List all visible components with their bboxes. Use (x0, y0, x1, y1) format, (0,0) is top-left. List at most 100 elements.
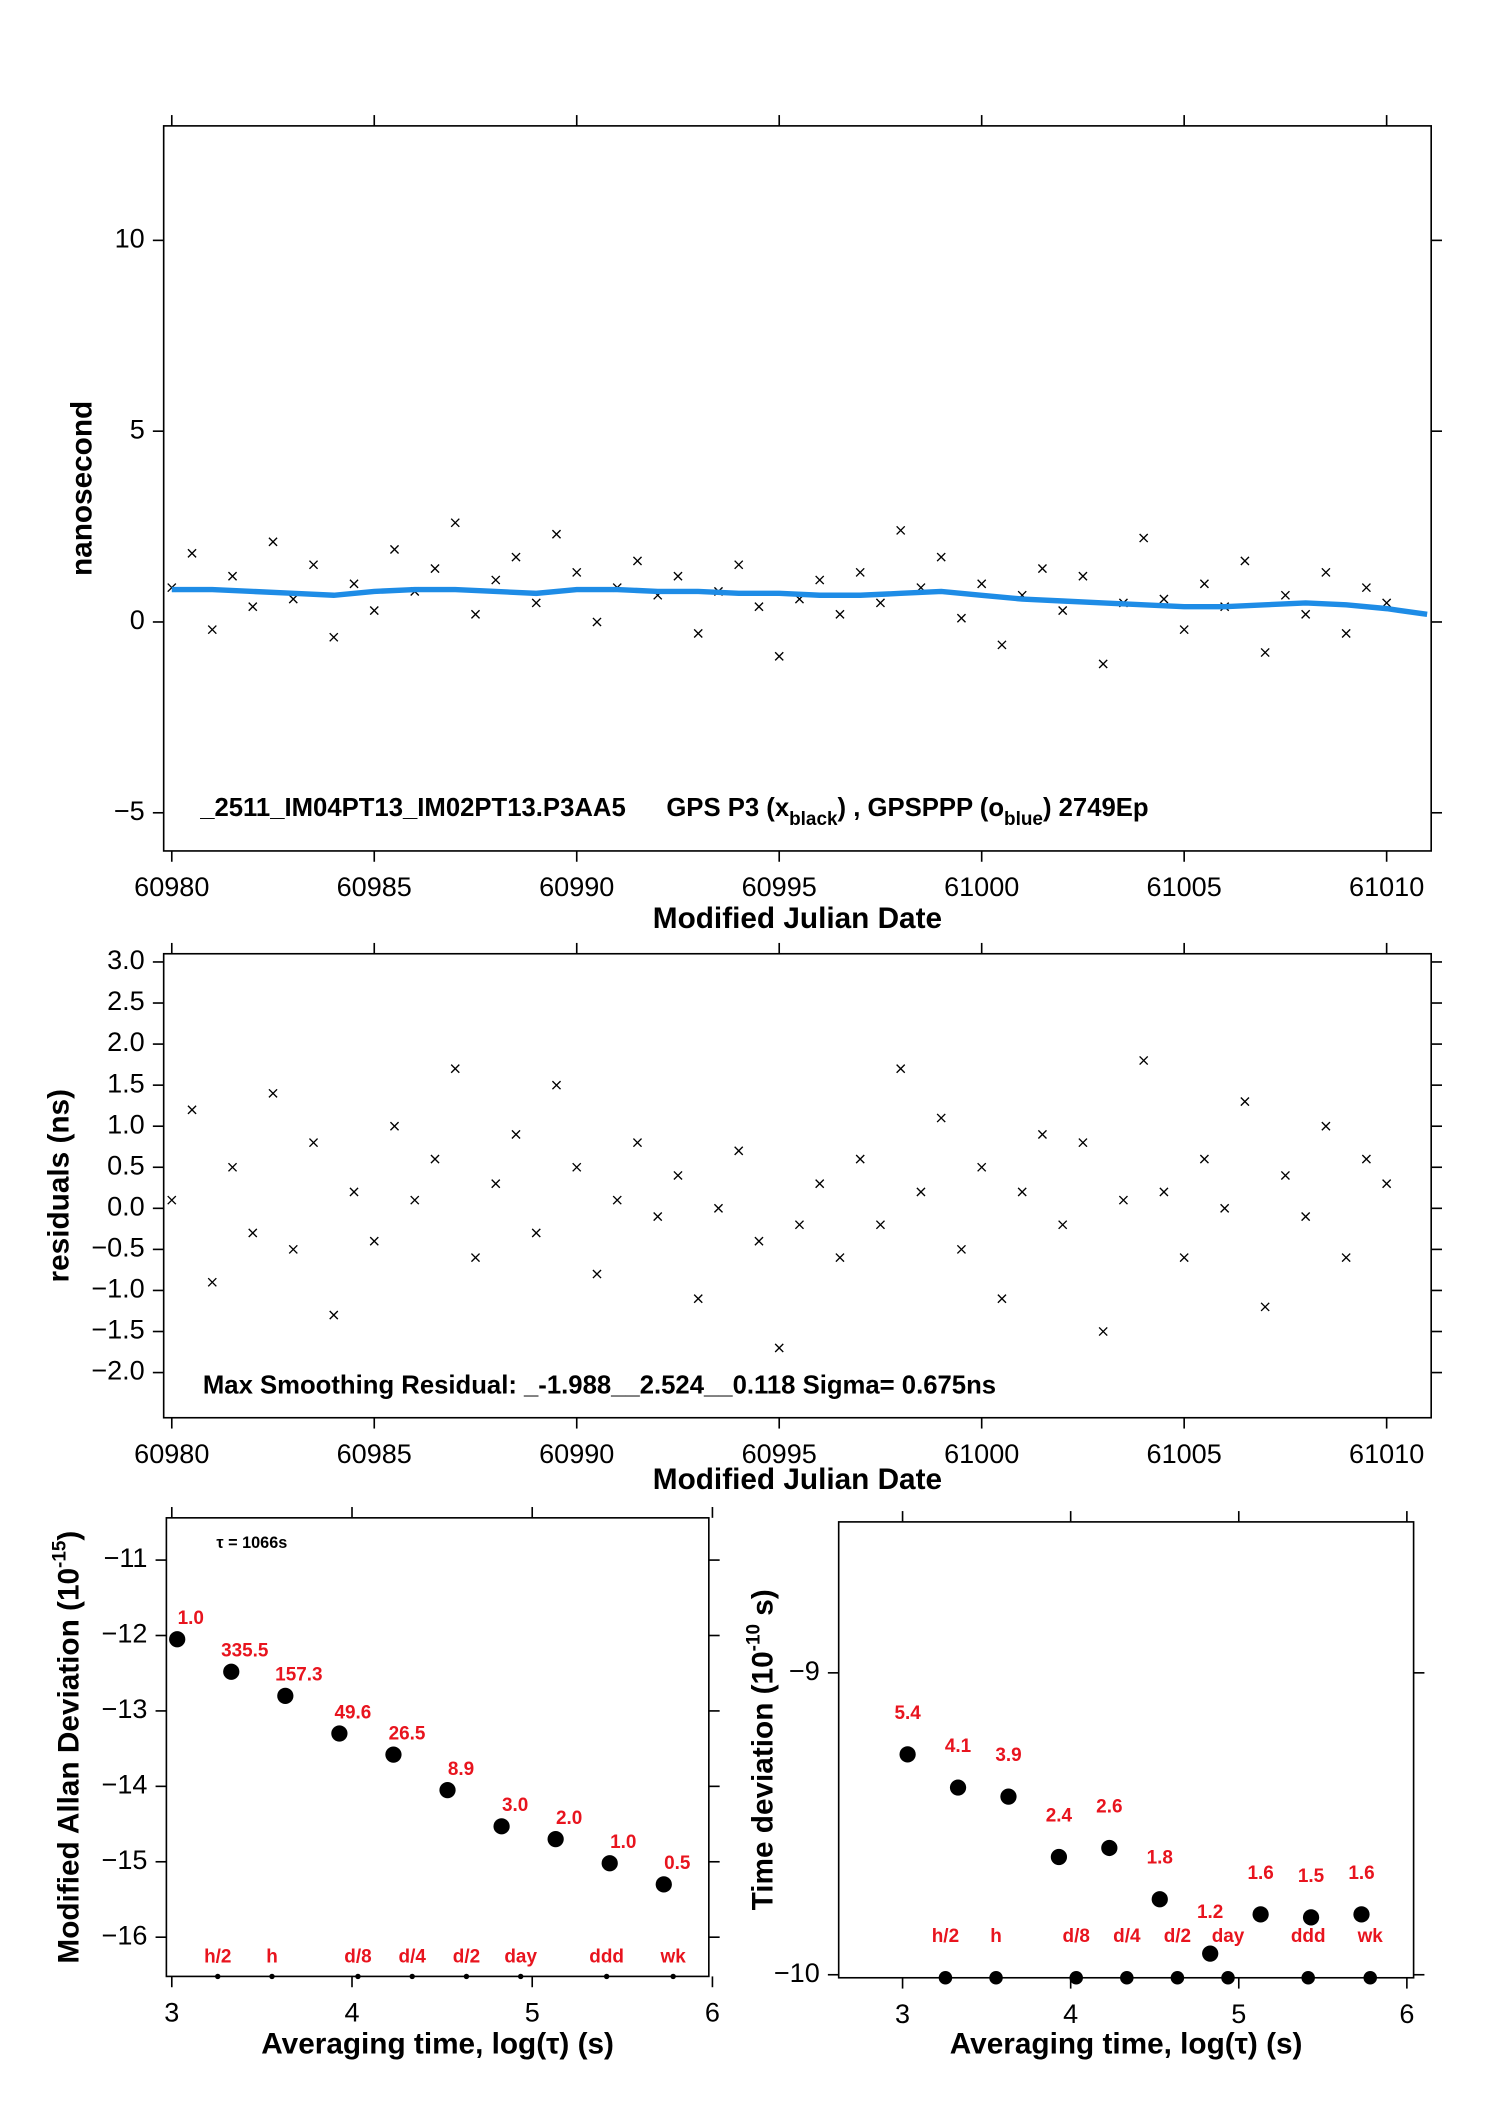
y-tick-label: 2.0 (107, 1027, 145, 1057)
point (997, 1294, 1007, 1304)
point (277, 1687, 294, 1704)
point-label: 4.1 (945, 1736, 971, 1757)
point (470, 1253, 481, 1263)
point (572, 567, 582, 577)
annotation-part: ) 2749Ep (1043, 794, 1149, 822)
point (1382, 598, 1392, 608)
x-tick-label: 6 (1399, 1999, 1414, 2029)
point (1098, 659, 1108, 669)
x-tick-label: 60980 (134, 872, 209, 902)
x-axis-label: Averaging time, log(τ) (s) (261, 2027, 614, 2060)
point-label: 1.5 (1298, 1866, 1324, 1887)
point (1037, 564, 1047, 574)
period-marker (1170, 1971, 1185, 1985)
point (1179, 1253, 1189, 1263)
period-label: d/4 (1113, 1926, 1141, 1947)
point (551, 1080, 562, 1090)
point-label: 49.6 (335, 1702, 372, 1723)
point (268, 537, 278, 547)
period-marker (1301, 1971, 1315, 1985)
point-label: 335.5 (221, 1640, 268, 1661)
annotation-part: _2511_IM04PT13_IM02PT13.P3AA5 (199, 794, 626, 822)
period-label: d/4 (399, 1946, 427, 1967)
y-tick-label: −2.0 (91, 1356, 144, 1386)
point (1382, 1179, 1392, 1189)
annotation: τ = 1066s (216, 1534, 287, 1552)
point (349, 579, 359, 589)
point (169, 1631, 186, 1648)
x-tick-label: 3 (164, 1997, 179, 2027)
point (592, 617, 602, 627)
point-label: 2.6 (1096, 1796, 1122, 1817)
point (1078, 1138, 1088, 1148)
point (308, 1138, 319, 1148)
point (1321, 1121, 1331, 1131)
point-label: 1.2 (1197, 1902, 1223, 1923)
point (1058, 1220, 1068, 1230)
point (329, 632, 339, 642)
point (1050, 1848, 1068, 1866)
point (956, 613, 966, 623)
y-axis-label: nanosecond (66, 401, 99, 576)
point (916, 1187, 926, 1197)
period-label: ddd (589, 1946, 624, 1967)
point (956, 1244, 966, 1254)
point (601, 1855, 618, 1872)
point (1302, 1909, 1320, 1926)
period-label: wk (660, 1946, 687, 1967)
point (1361, 583, 1371, 593)
period-marker (463, 1973, 470, 1980)
point (430, 1154, 440, 1164)
point (491, 575, 501, 585)
x-tick-label: 61000 (944, 872, 1019, 902)
x-tick-label: 5 (1231, 1999, 1246, 2029)
point (949, 1779, 967, 1796)
point-label: 1.6 (1247, 1863, 1273, 1884)
point (207, 1277, 217, 1287)
y-tick-label: 0 (130, 605, 145, 635)
y-axis-label-part: -15 (49, 1541, 70, 1568)
y-tick-label: −14 (102, 1769, 148, 1799)
point (1341, 1253, 1351, 1263)
plot-frame (165, 1517, 710, 1978)
y-tick-label: −9 (789, 1656, 820, 1686)
point (1101, 1839, 1118, 1857)
point (511, 552, 521, 562)
point (1139, 1055, 1149, 1066)
point (1260, 1302, 1270, 1312)
point-label: 0.5 (664, 1853, 690, 1874)
point (248, 1228, 258, 1238)
point (1000, 1788, 1017, 1805)
point (693, 1294, 703, 1304)
period-label: h (990, 1926, 1002, 1947)
y-tick-label: −13 (102, 1694, 148, 1724)
point-label: 3.9 (995, 1745, 1021, 1766)
point (227, 571, 238, 581)
point (936, 552, 946, 562)
x-tick-label: 61000 (944, 1439, 1019, 1469)
y-tick-label: −5 (114, 796, 145, 826)
point (331, 1725, 348, 1742)
point (491, 1179, 501, 1189)
point (1240, 556, 1250, 566)
x-tick-label: 60990 (539, 872, 614, 902)
point (430, 564, 440, 574)
point (450, 1064, 460, 1074)
point (1078, 571, 1088, 581)
period-label: h/2 (204, 1946, 231, 1967)
point (1199, 1154, 1209, 1164)
point (1118, 1195, 1128, 1205)
point (977, 579, 987, 589)
period-marker (1120, 1971, 1134, 1985)
x-tick-label: 61005 (1147, 872, 1222, 902)
period-label: d/8 (344, 1946, 371, 1967)
plot-frame (162, 125, 1432, 852)
point (1353, 1906, 1370, 1923)
point (288, 594, 298, 604)
y-tick-label: −10 (774, 1958, 820, 1988)
point (875, 598, 885, 608)
x-tick-label: 3 (895, 1999, 910, 2029)
point (248, 602, 258, 612)
y-tick-label: −1.0 (91, 1274, 144, 1304)
